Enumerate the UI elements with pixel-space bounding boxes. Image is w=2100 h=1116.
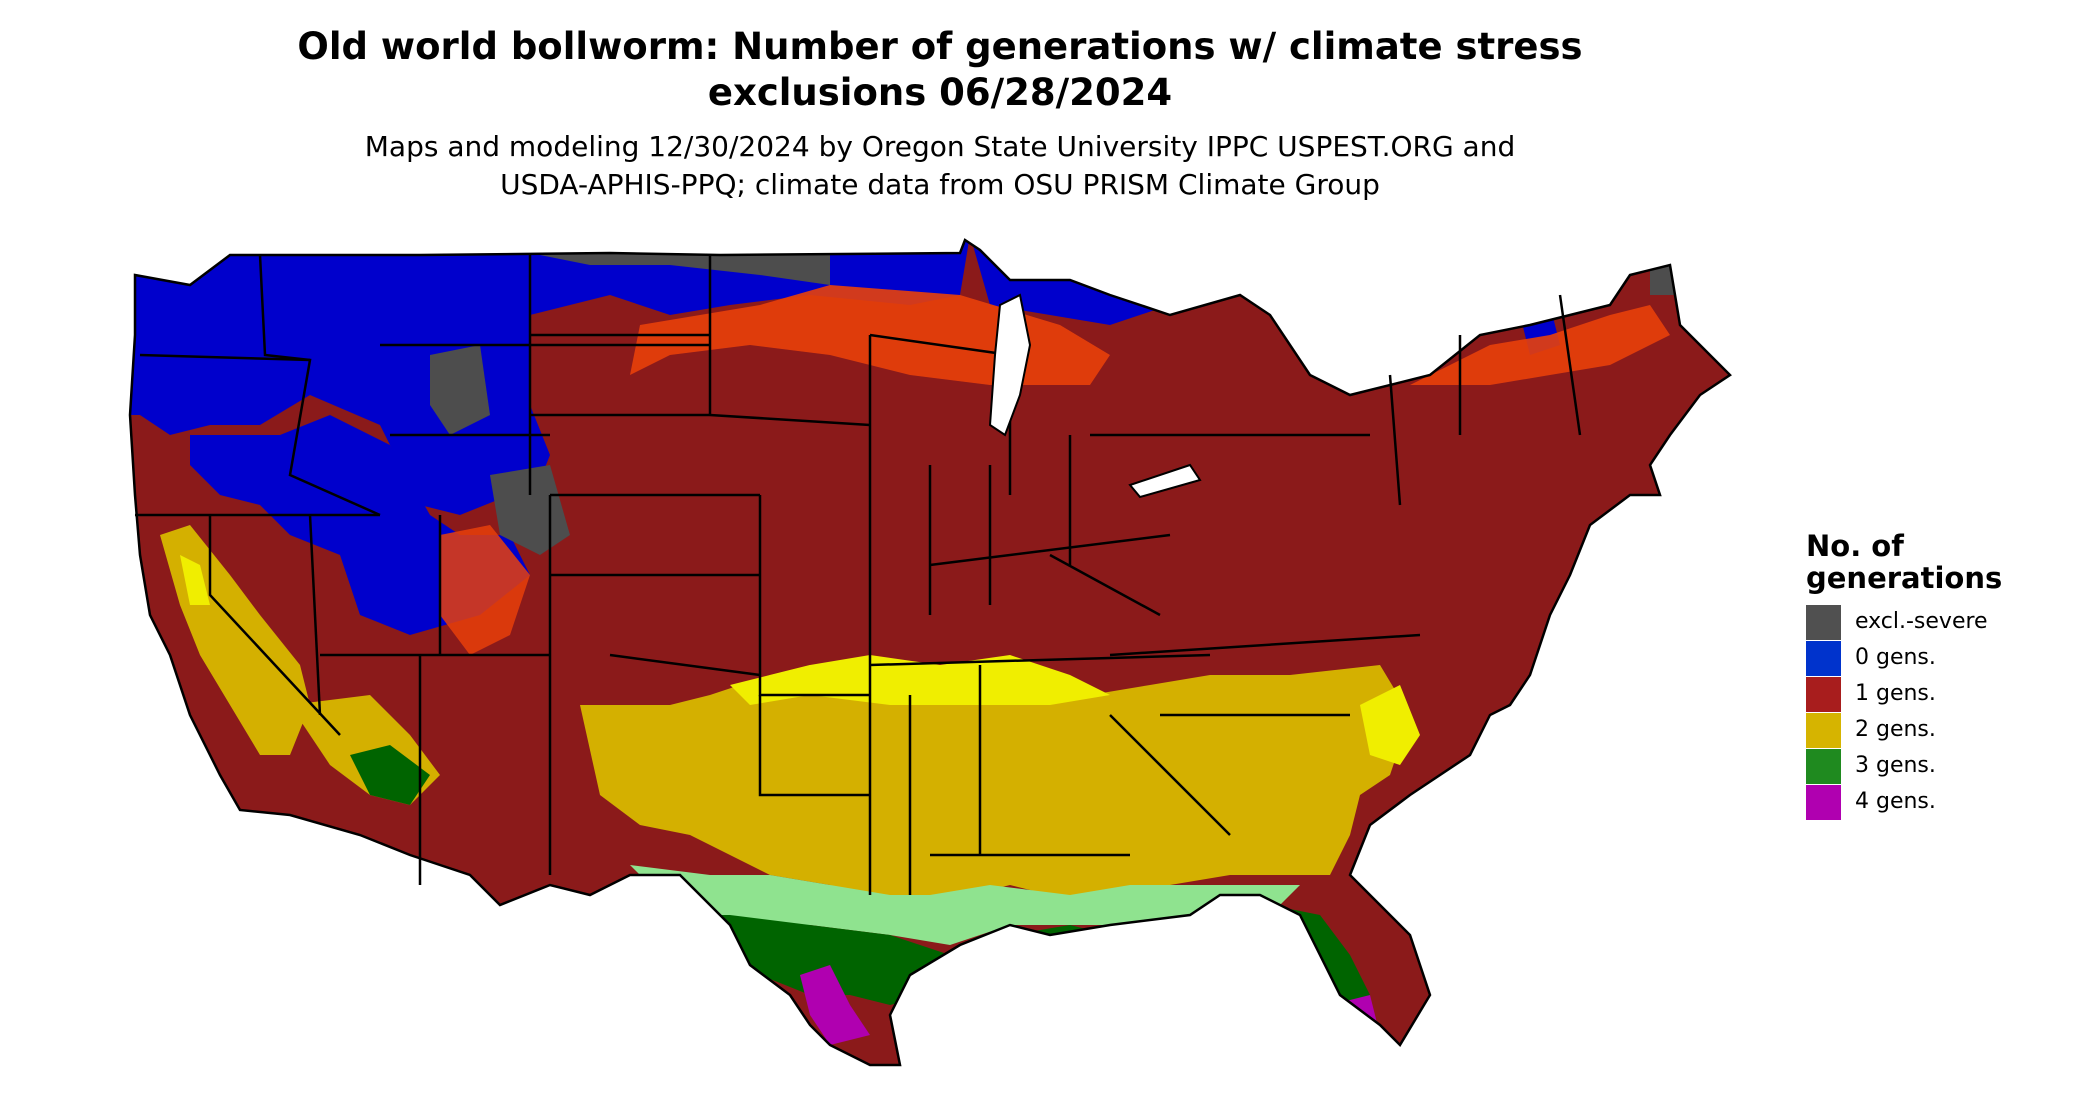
legend-swatch: [1806, 640, 1841, 676]
border-tn-ky: [869, 653, 1211, 667]
border-va-nc: [1109, 633, 1421, 657]
border-wv-va: [1049, 553, 1161, 617]
zone-1-gens-transition-northeast: [1410, 305, 1670, 385]
border-ky-oh: [929, 533, 1171, 567]
zone-0-gens-northwest: [130, 240, 970, 515]
zone-1-gens-transition-southwest: [440, 525, 530, 655]
legend-item-1-gens: 1 gens.: [1806, 676, 2086, 712]
map-credit-line-1: Maps and modeling 12/30/2024 by Oregon S…: [364, 130, 1516, 163]
legend-label: 4 gens.: [1855, 789, 1936, 814]
legend-label: 2 gens.: [1855, 717, 1936, 742]
legend-item-3-gens: 3 gens.: [1806, 748, 2086, 784]
great-lakes: [988, 293, 1202, 499]
legend-label: excl.-severe: [1855, 609, 1988, 634]
map-title-date: exclusions 06/28/2024: [707, 71, 1173, 114]
legend-swatch: [1806, 604, 1841, 640]
legend-swatch: [1806, 712, 1841, 748]
legend: No. of generations excl.-severe 0 gens. …: [1806, 530, 2086, 820]
border-wa-or: [139, 353, 311, 362]
zone-3-gens-arizona: [350, 745, 430, 805]
legend-swatch: [1806, 676, 1841, 712]
border-ar-la-ms: [758, 695, 870, 797]
border-sc-ga: [1109, 714, 1231, 836]
zone-2-gens-edge-midsouth: [730, 655, 1110, 705]
legend-item-2-gens: 2 gens.: [1806, 712, 2086, 748]
border-ok-tx: [609, 653, 761, 677]
zone-excluded-maine: [1650, 255, 1685, 295]
us-outline: [128, 238, 1732, 1067]
border-nv-ut: [308, 514, 322, 716]
legend-label: 0 gens.: [1855, 645, 1936, 670]
legend-item-0-gens: 0 gens.: [1806, 640, 2086, 676]
border-ia-mo: [709, 413, 871, 427]
legend-swatch: [1806, 784, 1841, 820]
border-nv-ca: [208, 515, 341, 736]
lake-erie: [1128, 463, 1202, 499]
zone-4-gens-texas: [800, 965, 870, 1045]
generation-zones: [130, 240, 1730, 1065]
us-map-svg: [128, 238, 1732, 1067]
zone-2-gens-south: [580, 665, 1410, 925]
border-id-west: [258, 254, 381, 517]
legend-label: 1 gens.: [1855, 681, 1936, 706]
map-credit-line-2: USDA-APHIS-PPQ; climate data from OSU PR…: [500, 168, 1380, 201]
zone-excluded-wyoming: [430, 345, 490, 435]
state-boundaries: [128, 238, 1732, 1067]
legend-title: No. of generations: [1806, 529, 2003, 595]
border-new-england: [1388, 374, 1402, 506]
map-title: Old world bollworm: Number of generation…: [297, 25, 1583, 68]
legend-label: 3 gens.: [1855, 753, 1936, 778]
legend-item-excluded: excl.-severe: [1806, 604, 2086, 640]
lake-michigan: [988, 293, 1032, 437]
legend-item-4-gens: 4 gens.: [1806, 784, 2086, 820]
zone-3-gens-gulf: [660, 915, 1110, 1005]
generations-map: [110, 235, 1770, 1115]
zone-2-gens-edge-carolina: [1360, 685, 1420, 765]
legend-swatch: [1806, 748, 1841, 784]
border-me-nh: [1558, 294, 1582, 436]
zone-2-gens-edge-california: [180, 555, 210, 605]
